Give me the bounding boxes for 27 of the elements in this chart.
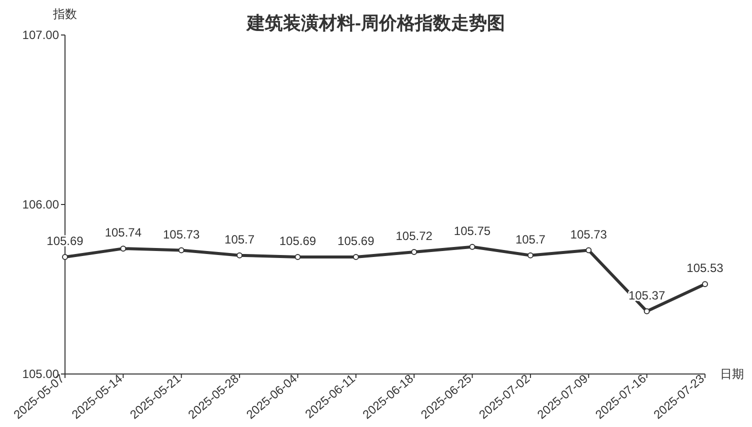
x-axis-title: 日期 xyxy=(720,367,744,381)
point xyxy=(120,246,126,252)
y-axis-title: 指数 xyxy=(52,7,77,21)
data-label: 105.74 xyxy=(104,226,142,240)
data-label: 105.72 xyxy=(396,228,433,243)
y-tick-label: 106.00 xyxy=(22,198,60,212)
data-label: 105.69 xyxy=(279,234,316,248)
data-label: 105.73 xyxy=(163,227,200,242)
point xyxy=(236,252,243,258)
point xyxy=(527,252,534,258)
point xyxy=(702,281,708,288)
data-label: 105.73 xyxy=(570,227,608,242)
point xyxy=(586,247,592,254)
point xyxy=(411,248,418,255)
point xyxy=(62,254,68,260)
point xyxy=(178,247,184,254)
point xyxy=(352,254,359,260)
data-label: 105.7 xyxy=(515,232,546,246)
data-label: 105.75 xyxy=(454,224,491,238)
data-label: 105.69 xyxy=(338,234,375,248)
point xyxy=(644,308,650,314)
chart-title: 建筑装潢材料-周价格指数走势图 xyxy=(245,13,505,33)
point xyxy=(294,254,301,260)
y-tick-label: 107.00 xyxy=(22,28,60,42)
point xyxy=(469,244,476,250)
data-label: 105.53 xyxy=(686,261,724,276)
data-label: 105.7 xyxy=(224,232,255,246)
